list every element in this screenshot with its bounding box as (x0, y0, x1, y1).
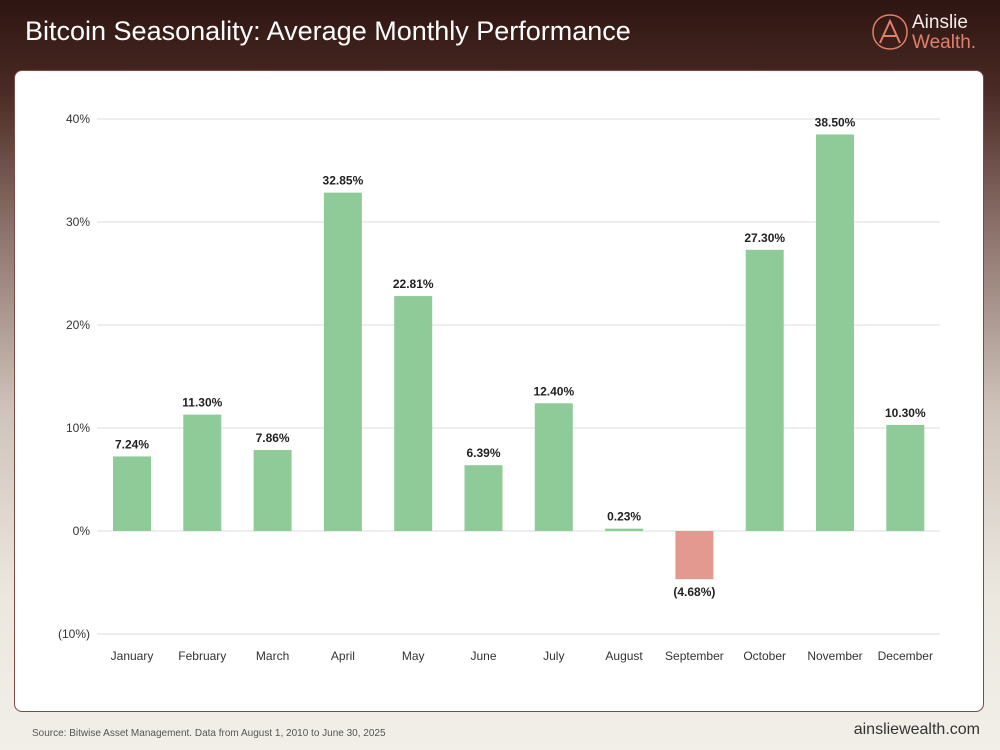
data-label: 27.30% (744, 231, 785, 245)
data-label: 7.86% (256, 431, 290, 445)
x-tick-label: April (331, 649, 355, 663)
x-tick-label: August (605, 649, 643, 663)
y-tick-label: 30% (66, 215, 90, 229)
data-label: 22.81% (393, 277, 434, 291)
x-tick-label: November (807, 649, 862, 663)
x-tick-label: December (878, 649, 933, 663)
bar-september (675, 531, 714, 580)
data-label: 12.40% (533, 384, 574, 398)
x-tick-label: June (470, 649, 496, 663)
data-label: 38.50% (815, 115, 856, 129)
data-label: 10.30% (885, 406, 926, 420)
data-label: 0.23% (607, 510, 641, 524)
logo-text-1: Ainslie (912, 12, 968, 33)
logo: Ainslie Wealth. (870, 12, 990, 56)
y-tick-label: 20% (66, 318, 90, 332)
y-tick-label: 40% (66, 112, 90, 126)
bar-august (605, 528, 644, 531)
x-tick-label: January (111, 649, 154, 663)
bar-october (745, 249, 784, 531)
x-tick-label: February (178, 649, 226, 663)
data-label: 11.30% (182, 396, 222, 410)
bar-november (816, 134, 854, 531)
data-label: 32.85% (323, 174, 364, 188)
bar-march (253, 450, 292, 531)
y-tick-label: 0% (73, 524, 91, 538)
bar-april (323, 192, 362, 531)
y-tick-label: 10% (66, 421, 90, 435)
bar-february (183, 414, 222, 531)
data-label: 7.24% (115, 437, 149, 451)
data-label: 6.39% (466, 446, 500, 460)
x-tick-label: July (543, 649, 564, 663)
data-label: (4.68%) (673, 585, 715, 599)
logo-text-2: Wealth. (912, 32, 977, 53)
bar-july (534, 403, 573, 531)
bar-june (464, 465, 503, 531)
x-tick-label: May (402, 649, 425, 663)
x-tick-label: September (665, 649, 724, 663)
y-tick-label: (10%) (58, 627, 90, 641)
website-link[interactable]: ainsliewealth.com (853, 721, 980, 738)
page-title: Bitcoin Seasonality: Average Monthly Per… (25, 16, 631, 46)
x-tick-label: March (256, 649, 289, 663)
bar-december (886, 424, 925, 531)
x-tick-label: October (743, 649, 786, 663)
bar-january (113, 456, 151, 531)
source-note: Source: Bitwise Asset Management. Data f… (32, 728, 386, 739)
bar-may (394, 296, 433, 531)
logo-icon (872, 14, 908, 50)
